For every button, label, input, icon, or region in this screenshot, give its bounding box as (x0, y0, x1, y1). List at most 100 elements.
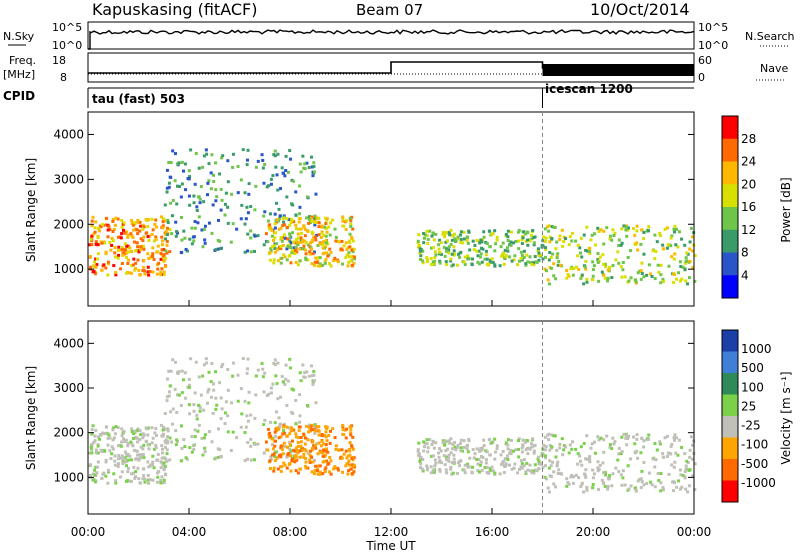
velocity-cell (591, 486, 595, 490)
power-cell (281, 223, 285, 227)
velocity-cell (123, 460, 127, 464)
velocity-cell (165, 377, 169, 381)
power-cell (296, 232, 300, 236)
velocity-cell (655, 448, 659, 452)
power-cell (137, 250, 141, 254)
velocity-cell (298, 414, 302, 418)
power-cell (574, 239, 578, 243)
velocity-cell (167, 390, 171, 394)
velocity-cell (672, 465, 676, 469)
velocity-cell (506, 457, 510, 461)
power-cell (635, 229, 639, 233)
velocity-cell (443, 443, 447, 447)
velocity-cell (543, 454, 547, 458)
velocity-cell (304, 464, 308, 468)
power-cell (184, 188, 188, 192)
power-cell (273, 226, 277, 230)
velocity-cell (596, 469, 600, 473)
power-cell (275, 220, 279, 224)
power-colorbar-tick: 4 (741, 268, 749, 282)
velocity-cell (604, 473, 608, 477)
velocity-cell (104, 425, 108, 429)
velocity-cell (276, 467, 280, 471)
velocity-cell (130, 472, 134, 476)
power-cell (146, 225, 150, 229)
power-cell (314, 238, 318, 242)
power-cell (154, 237, 158, 241)
power-cell (132, 240, 136, 244)
velocity-cell (120, 427, 124, 431)
velocity-cell (584, 468, 588, 472)
power-cell (119, 236, 123, 240)
power-cell (316, 256, 320, 260)
velocity-cell (455, 471, 459, 475)
power-cell (543, 227, 547, 231)
power-cell (130, 264, 134, 268)
velocity-cell (148, 478, 152, 482)
power-cell (590, 233, 594, 237)
power-cell (214, 188, 218, 192)
power-cell (617, 244, 621, 248)
velocity-cell (312, 369, 316, 373)
velocity-cell (272, 452, 276, 456)
velocity-cell (249, 458, 253, 462)
velocity-cell (477, 457, 481, 461)
power-cell (493, 249, 497, 253)
velocity-cell (559, 472, 563, 476)
velocity-cell (677, 438, 681, 442)
power-cell (444, 240, 448, 244)
velocity-cell (684, 468, 688, 472)
velocity-cell (273, 430, 277, 434)
velocity-cell (316, 464, 320, 468)
velocity-cell (679, 487, 683, 491)
velocity-cell (275, 382, 279, 386)
velocity-cell (449, 437, 453, 441)
velocity-cell (299, 379, 303, 383)
power-cell (164, 265, 168, 269)
power-cell (201, 165, 205, 169)
power-cell (450, 264, 454, 268)
power-cell (141, 227, 145, 231)
velocity-cell (90, 451, 94, 455)
power-cell (141, 269, 145, 273)
velocity-cell (306, 451, 310, 455)
power-cell (606, 279, 610, 283)
power-cell (655, 240, 659, 244)
power-cell (104, 216, 108, 220)
velocity-cell (585, 434, 589, 438)
power-cell (526, 243, 530, 247)
velocity-cell (640, 436, 644, 440)
power-cell (294, 227, 298, 231)
power-cell (324, 227, 328, 231)
power-cell (165, 190, 169, 194)
power-cell (529, 233, 533, 237)
velocity-cell (327, 433, 331, 437)
power-cell (482, 235, 486, 239)
power-cell (219, 246, 223, 250)
velocity-cell (224, 400, 228, 404)
power-cell (93, 265, 97, 269)
power-cell (466, 241, 470, 245)
power-cell (672, 273, 676, 277)
power-cell (666, 243, 670, 247)
velocity-colorbar-tick: -100 (741, 438, 768, 452)
velocity-cell (141, 477, 145, 481)
power-cell (425, 229, 429, 233)
power-cell (683, 261, 687, 265)
velocity-cell (161, 432, 165, 436)
power-cell (279, 237, 283, 241)
power-cell (293, 249, 297, 253)
velocity-cell (142, 456, 146, 460)
power-cell (269, 247, 273, 251)
velocity-cell (184, 456, 188, 460)
power-cell (351, 250, 355, 254)
power-cell (253, 208, 257, 212)
power-cell (684, 256, 688, 260)
velocity-cell (344, 464, 348, 468)
power-cell (647, 263, 651, 267)
velocity-cell (554, 455, 558, 459)
power-cell (537, 251, 541, 255)
velocity-cell (463, 471, 467, 475)
nsearch-tick-high: 10^5 (698, 21, 728, 34)
power-cell (268, 212, 272, 216)
